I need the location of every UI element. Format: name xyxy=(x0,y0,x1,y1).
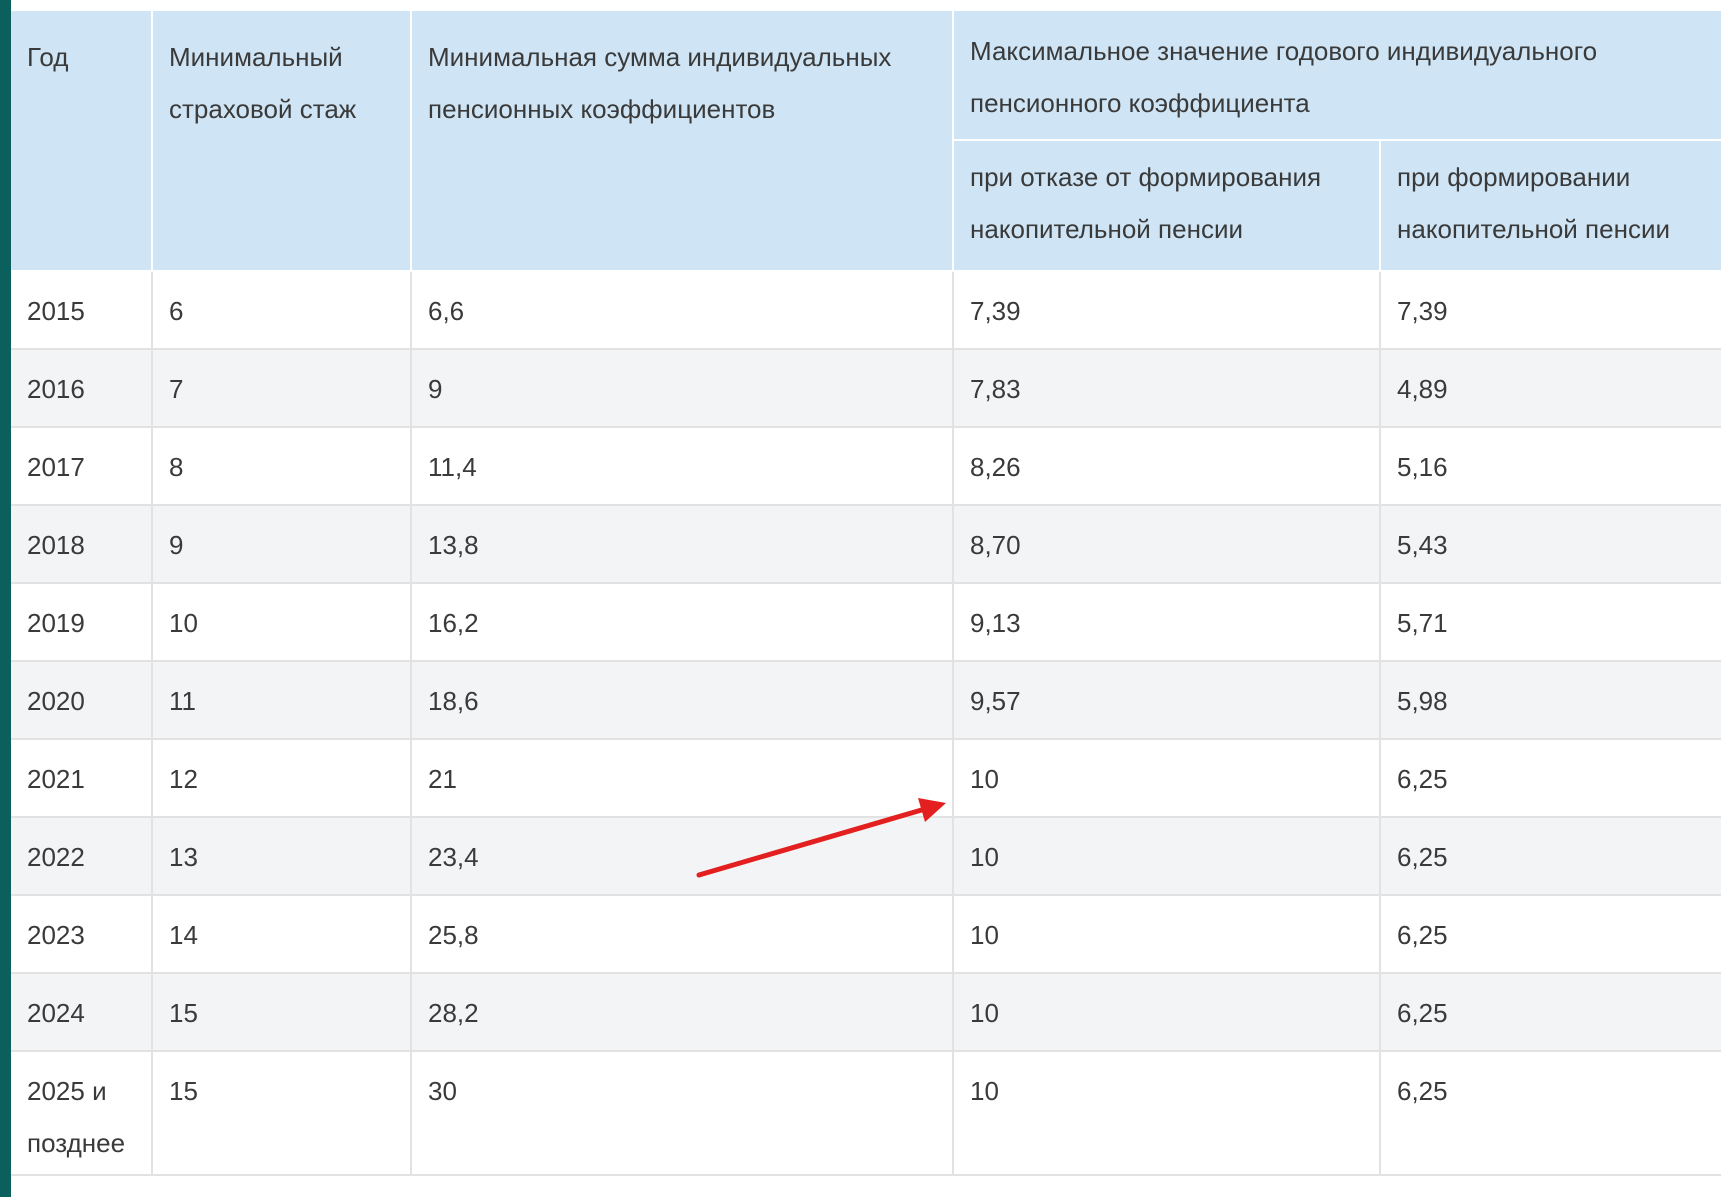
table-cell: 11 xyxy=(151,661,412,740)
table-cell: 9 xyxy=(151,505,412,584)
header-cell: при отказе от формирования накопительной… xyxy=(953,140,1381,272)
table-row: 2017 8 11,4 8,26 5,16 xyxy=(11,427,1721,506)
table-cell: 2016 xyxy=(11,349,153,428)
table-cell: 5,43 xyxy=(1378,505,1721,584)
table-row: 2020 11 18,6 9,57 5,98 xyxy=(11,661,1721,740)
table-cell: 14 xyxy=(151,895,412,974)
table-cell: 8 xyxy=(151,427,412,506)
table-cell: 6,25 xyxy=(1378,973,1721,1052)
table-cell: 6,25 xyxy=(1378,739,1721,818)
table-cell: 28,2 xyxy=(410,973,954,1052)
table-row: 2019 10 16,2 9,13 5,71 xyxy=(11,583,1721,662)
table-row: 2021 12 21 10 6,25 xyxy=(11,739,1721,818)
header-cell: Максимальное значение годового индивидуа… xyxy=(951,11,1721,141)
table-cell: 2015 xyxy=(11,271,153,350)
table-cell: 10 xyxy=(952,739,1381,818)
table-cell: 6,25 xyxy=(1378,1051,1721,1176)
table-cell: 9,13 xyxy=(952,583,1381,662)
table-cell: 5,71 xyxy=(1378,583,1721,662)
table-cell: 21 xyxy=(410,739,954,818)
table-cell: 6,25 xyxy=(1378,895,1721,974)
table-cell: 7,39 xyxy=(1378,271,1721,350)
table-cell: 8,26 xyxy=(952,427,1381,506)
table-cell: 10 xyxy=(952,817,1381,896)
table-cell: 15 xyxy=(151,973,412,1052)
header-cell: при формировании накопительной пенсии xyxy=(1378,140,1721,272)
table-cell: 11,4 xyxy=(410,427,954,506)
table-cell: 23,4 xyxy=(410,817,954,896)
table-cell: 2019 xyxy=(11,583,153,662)
table-row: 2018 9 13,8 8,70 5,43 xyxy=(11,505,1721,584)
table-cell: 2024 xyxy=(11,973,153,1052)
table-cell: 2023 xyxy=(11,895,153,974)
table-row: 2025 и позднее 15 30 10 6,25 xyxy=(11,1051,1721,1176)
table-cell: 10 xyxy=(151,583,412,662)
table-row: 2022 13 23,4 10 6,25 xyxy=(11,817,1721,896)
header-cell: Год xyxy=(11,11,153,272)
table-cell: 5,98 xyxy=(1378,661,1721,740)
table-cell: 9 xyxy=(410,349,954,428)
table-row: 2016 7 9 7,83 4,89 xyxy=(11,349,1721,428)
table-cell: 4,89 xyxy=(1378,349,1721,428)
table-cell: 30 xyxy=(410,1051,954,1176)
table-cell: 10 xyxy=(952,973,1381,1052)
table-cell: 6 xyxy=(151,271,412,350)
table-cell: 12 xyxy=(151,739,412,818)
table-cell: 15 xyxy=(151,1051,412,1176)
table-cell: 10 xyxy=(952,1051,1381,1176)
table-cell: 10 xyxy=(952,895,1381,974)
table-row: 2023 14 25,8 10 6,25 xyxy=(11,895,1721,974)
table-cell: 7 xyxy=(151,349,412,428)
table-cell: 7,83 xyxy=(952,349,1381,428)
table-cell: 16,2 xyxy=(410,583,954,662)
table-cell: 18,6 xyxy=(410,661,954,740)
table-row: 2024 15 28,2 10 6,25 xyxy=(11,973,1721,1052)
header-cell: Минимальная сумма индивидуальных пенсион… xyxy=(410,11,954,272)
table-cell: 13 xyxy=(151,817,412,896)
table-cell: 2017 xyxy=(11,427,153,506)
table-cell: 8,70 xyxy=(952,505,1381,584)
table-cell: 6,25 xyxy=(1378,817,1721,896)
table-cell: 25,8 xyxy=(410,895,954,974)
table-cell: 2020 xyxy=(11,661,153,740)
table-cell: 9,57 xyxy=(952,661,1381,740)
table-row: 2015 6 6,6 7,39 7,39 xyxy=(11,271,1721,350)
table-cell: 6,6 xyxy=(410,271,954,350)
table-cell: 7,39 xyxy=(952,271,1381,350)
header-cell: Минимальный страховой стаж xyxy=(151,11,412,272)
pension-table: Год Минимальный страховой стаж Минимальн… xyxy=(11,11,1721,1176)
side-stripe xyxy=(0,0,11,1197)
table-cell: 5,16 xyxy=(1378,427,1721,506)
table-cell: 2022 xyxy=(11,817,153,896)
table-cell: 2025 и позднее xyxy=(11,1051,153,1176)
table-cell: 2021 xyxy=(11,739,153,818)
table-body: 2015 6 6,6 7,39 7,39 2016 7 9 7,83 4,89 2017 8 11,4 8… xyxy=(11,271,1721,1176)
table-header: Год Минимальный страховой стаж Минимальн… xyxy=(11,11,1721,272)
top-band xyxy=(11,0,1721,11)
table-cell: 13,8 xyxy=(410,505,954,584)
table-cell: 2018 xyxy=(11,505,153,584)
